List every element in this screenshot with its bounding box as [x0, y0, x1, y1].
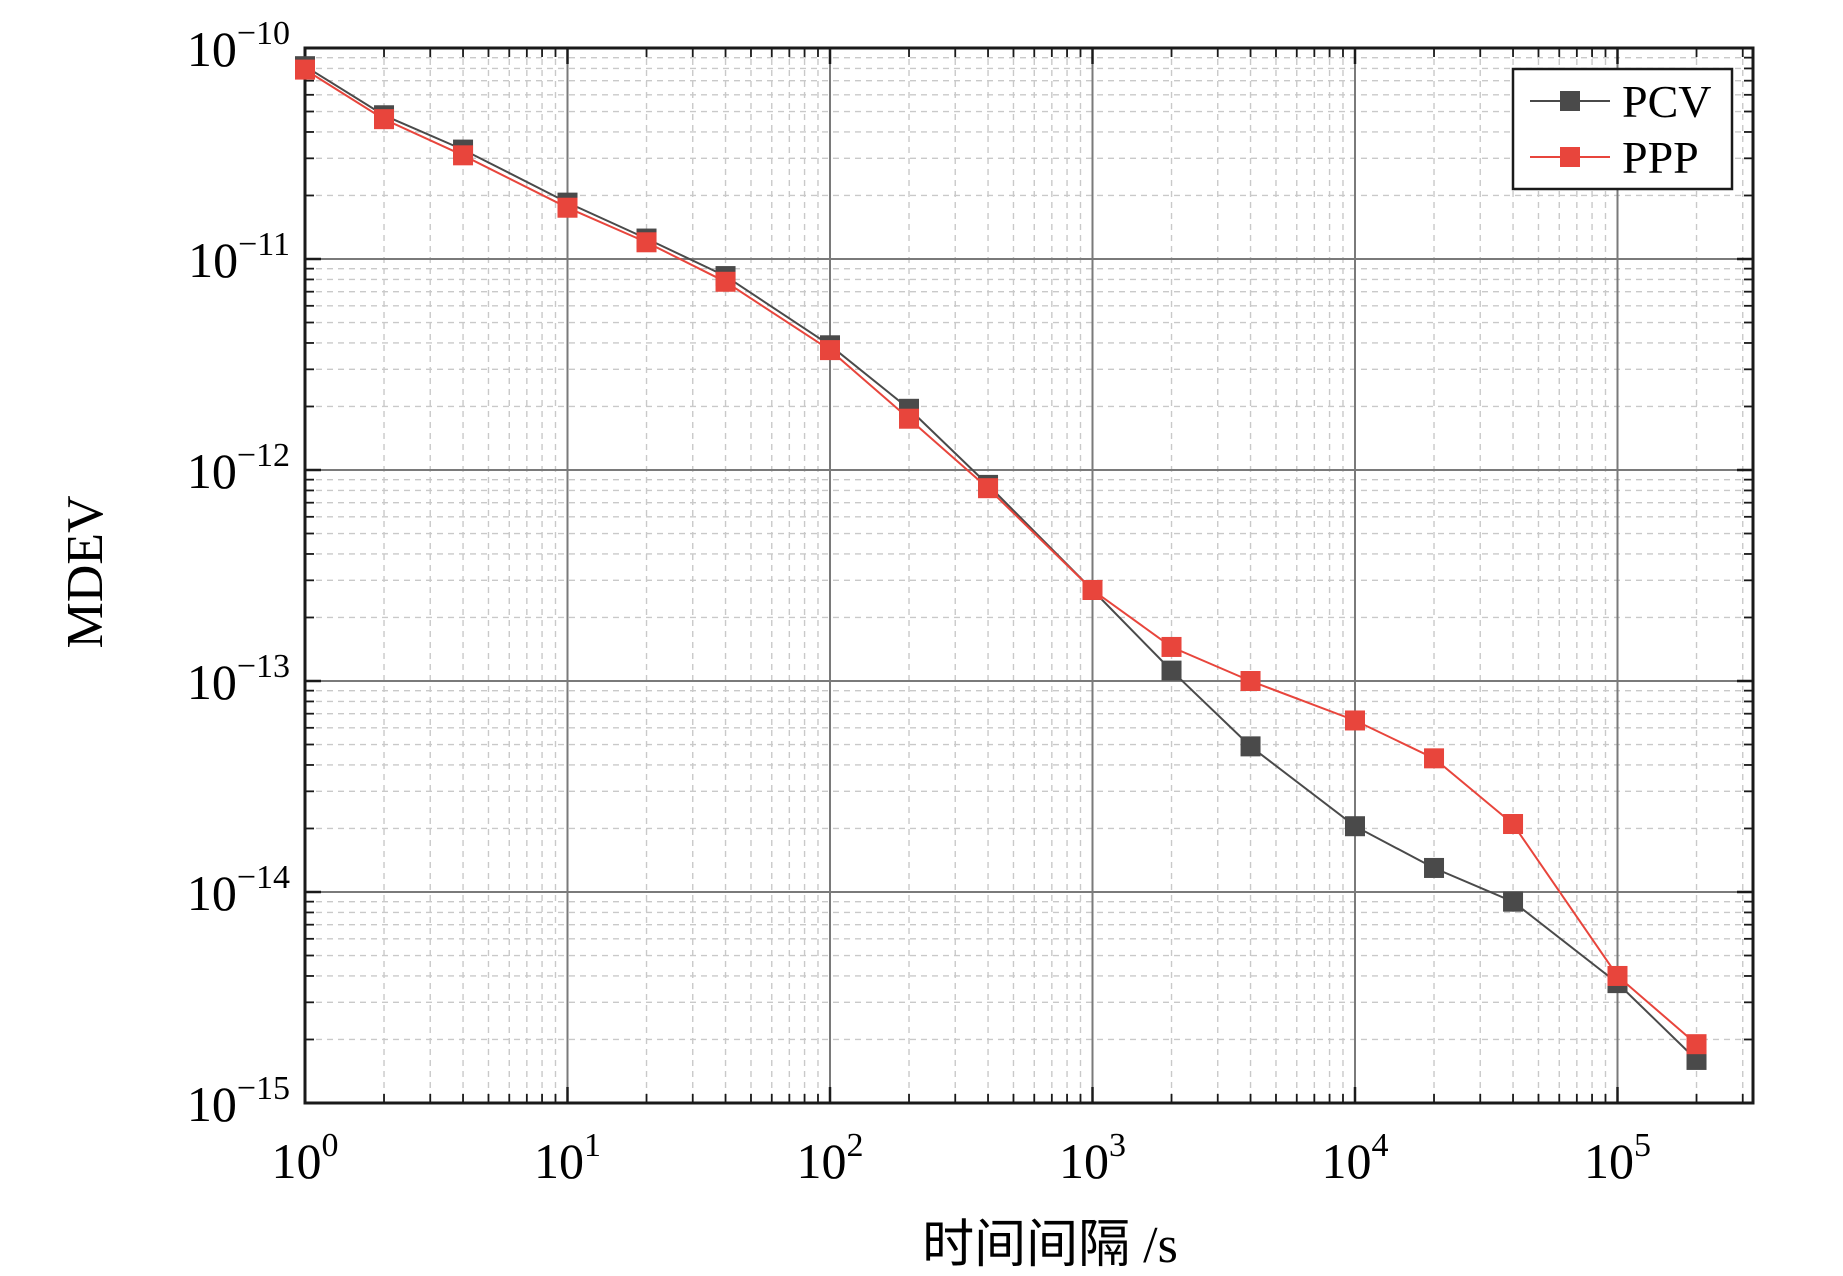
plot-frame: [303, 46, 1755, 1105]
data-point-pcv: [1345, 816, 1365, 837]
data-point-ppp: [1082, 579, 1103, 600]
y-tick-label: 10−14: [187, 859, 290, 921]
major-grid: [304, 47, 1753, 1104]
data-point-ppp: [1161, 636, 1182, 657]
y-tick-labels: 10−10 10−11 10−12 10−13 10−14 10−15: [187, 15, 290, 1132]
x-tick-label: 100: [272, 1127, 339, 1189]
legend-marker-ppp: [1560, 147, 1580, 167]
y-tick-label: 10−13: [187, 648, 290, 710]
y-tick-label: 10−15: [187, 1070, 290, 1132]
data-point-ppp: [636, 232, 657, 253]
legend-label-ppp: PPP: [1622, 132, 1699, 183]
legend-marker-pcv: [1560, 91, 1580, 111]
x-axis-title: 时间间隔 /s: [922, 1217, 1178, 1274]
data-point-ppp: [978, 478, 999, 499]
legend-box: [1511, 67, 1734, 191]
axis-ticks: [303, 46, 1753, 1105]
data-point-ppp: [557, 197, 578, 218]
x-tick-label: 102: [797, 1127, 864, 1189]
x-tick-label: 104: [1322, 1127, 1389, 1189]
x-tick-label: 103: [1059, 1127, 1126, 1189]
series-layer: [295, 56, 1707, 1070]
data-point-ppp: [1686, 1034, 1707, 1055]
data-point-ppp: [1607, 965, 1628, 986]
x-tick-label: 101: [534, 1127, 601, 1189]
series-ppp: [295, 59, 1707, 1055]
data-point-ppp: [1503, 814, 1524, 835]
y-tick-label: 10−11: [188, 226, 290, 288]
data-point-ppp: [453, 145, 474, 166]
data-point-ppp: [1345, 710, 1365, 731]
x-tick-labels: 100 101 102 103 104 105: [272, 1127, 1652, 1189]
y-tick-label: 10−10: [187, 15, 290, 77]
data-point-ppp: [374, 109, 395, 130]
data-point-pcv: [1686, 1049, 1707, 1070]
legend-label-pcv: PCV: [1622, 76, 1711, 127]
data-point-ppp: [1424, 748, 1445, 769]
data-point-ppp: [715, 271, 736, 292]
data-point-ppp: [1240, 671, 1261, 691]
y-axis-title: MDEV: [57, 495, 114, 648]
data-point-ppp: [295, 59, 315, 80]
x-tick-label: 105: [1584, 1127, 1651, 1189]
data-point-ppp: [820, 340, 840, 361]
data-point-ppp: [899, 408, 920, 429]
data-point-pcv: [1503, 891, 1524, 912]
y-tick-label: 10−12: [187, 437, 290, 499]
data-point-pcv: [1424, 857, 1445, 878]
data-point-pcv: [1161, 660, 1182, 681]
data-point-pcv: [1240, 736, 1261, 757]
